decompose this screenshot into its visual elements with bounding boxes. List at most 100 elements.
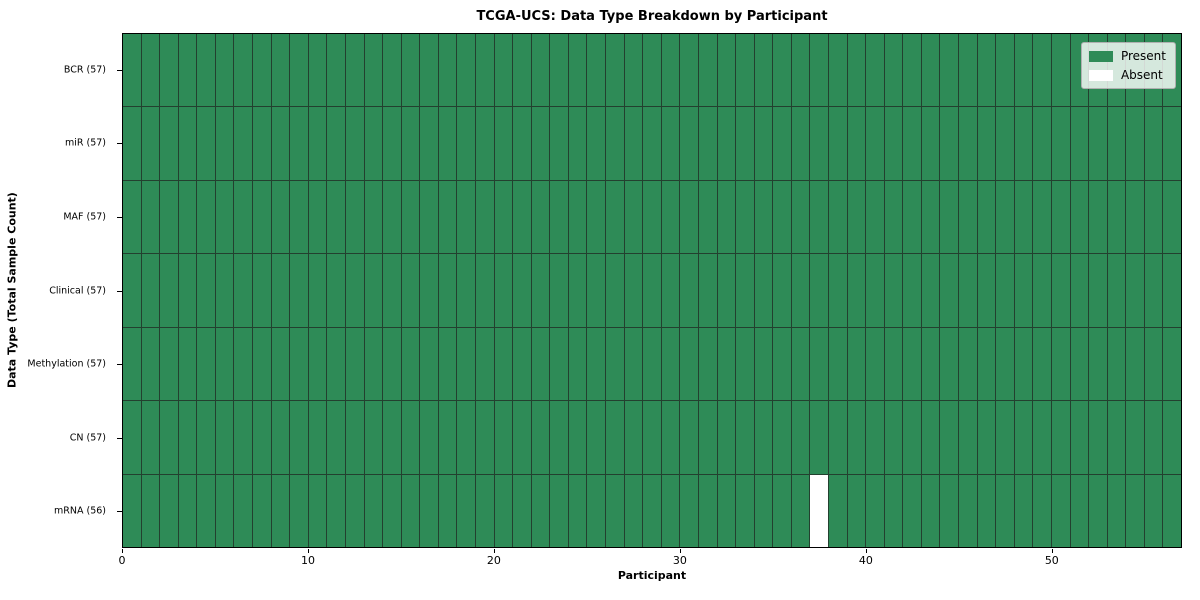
heatmap-cell [996,327,1014,401]
y-axis-ticks [117,33,122,548]
heatmap-cell [606,254,624,327]
heatmap-cell [475,254,494,327]
heatmap-cell [513,327,531,401]
heatmap-cell [643,474,661,547]
heatmap-cell [791,474,810,547]
heatmap-cell [866,34,884,107]
heatmap-cell [680,254,698,327]
y-tick-label: Methylation (57) [27,358,106,370]
heatmap-cell [606,401,624,474]
heatmap-cell [457,474,475,547]
heatmap-cell [940,474,959,547]
heatmap-cell [290,474,308,547]
heatmap-cell [1014,180,1033,254]
heatmap-cell [773,34,791,107]
heatmap-cell [178,180,197,254]
heatmap-cell [345,34,364,107]
x-tick-mark [307,549,309,553]
heatmap-cell [1089,107,1107,180]
heatmap-cell [308,474,327,547]
heatmap-cell [903,474,921,547]
heatmap-cell [141,401,160,474]
heatmap-cell [921,180,940,254]
heatmap-cell [383,107,401,180]
heatmap-cell [308,107,327,180]
heatmap-cell [717,107,736,180]
heatmap-cell [253,327,271,401]
heatmap-cell [438,34,457,107]
heatmap-cell [401,34,420,107]
heatmap-cell [717,327,736,401]
heatmap-cell [568,474,587,547]
x-tick-mark [493,549,495,553]
heatmap-cell [141,254,160,327]
heatmap-cell [234,474,253,547]
heatmap-cell [290,107,308,180]
x-tick-label: 10 [300,554,315,567]
heatmap-cell [475,180,494,254]
heatmap-cell [271,254,290,327]
heatmap-cell [123,474,141,547]
heatmap-cell [1033,401,1051,474]
heatmap-cell [587,254,606,327]
heatmap-cell [1089,474,1107,547]
heatmap-cell [810,34,828,107]
heatmap-cell [754,34,773,107]
heatmap-cell [940,180,959,254]
heatmap-cell [420,474,438,547]
heatmap-cell [791,254,810,327]
heatmap-cell [531,401,550,474]
heatmap-cell [1144,254,1163,327]
heatmap-cell [773,107,791,180]
heatmap-cell [847,327,866,401]
heatmap-cell [531,34,550,107]
heatmap-cell [197,327,215,401]
heatmap-cell [903,107,921,180]
heatmap-cell [1033,327,1051,401]
heatmap-cell [160,34,178,107]
heatmap-cell [1051,401,1070,474]
heatmap-cell [736,254,754,327]
heatmap-cell [884,34,903,107]
heatmap-cell [996,107,1014,180]
heatmap-cell [550,107,568,180]
heatmap-cell [773,180,791,254]
heatmap-cell [457,327,475,401]
heatmap-cell [290,34,308,107]
heatmap-cell [475,107,494,180]
heatmap-cell [345,401,364,474]
heatmap-cell [345,180,364,254]
heatmap-cell [197,34,215,107]
heatmap-cell [884,327,903,401]
heatmap-cell [141,474,160,547]
y-tick-label: mRNA (56) [54,505,106,517]
heatmap-cell [903,254,921,327]
heatmap-cell [1033,180,1051,254]
heatmap-cell [290,401,308,474]
heatmap-cell [234,327,253,401]
heatmap-cell [791,327,810,401]
heatmap-cell [977,474,996,547]
heatmap-cell [1014,474,1033,547]
heatmap-cell [754,107,773,180]
heatmap-cell [1126,401,1144,474]
heatmap-cell [197,107,215,180]
heatmap-cell [531,327,550,401]
legend: Present Absent [1080,42,1176,89]
heatmap-cell [308,34,327,107]
heatmap-cell [1033,107,1051,180]
heatmap-cell [773,254,791,327]
heatmap-cell [364,327,383,401]
present-swatch [1088,50,1113,62]
heatmap-cell [550,327,568,401]
heatmap-cell [438,474,457,547]
heatmap-cell [160,254,178,327]
heatmap-cell [866,107,884,180]
x-tick-mark [1051,549,1053,553]
heatmap-cell [1163,254,1181,327]
heatmap-cell [977,107,996,180]
heatmap-cell [420,34,438,107]
heatmap-cell [791,34,810,107]
heatmap-cell [494,180,513,254]
